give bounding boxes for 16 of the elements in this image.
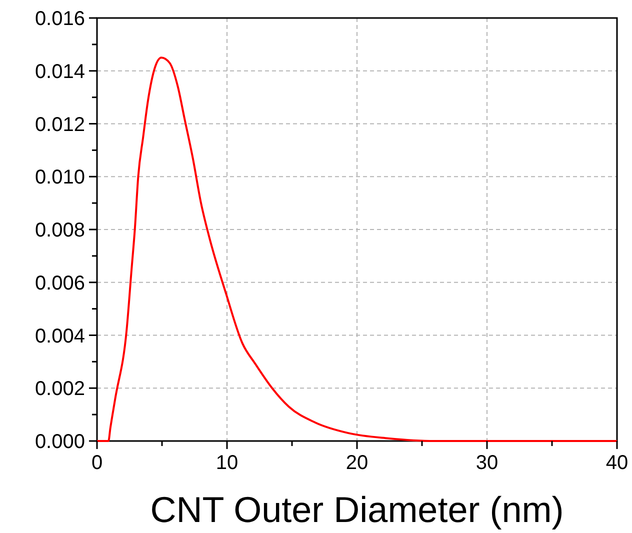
y-tick-label: 0.008 (34, 220, 85, 242)
x-tick-label: 10 (216, 452, 238, 474)
y-tick-label: 0.016 (34, 8, 85, 30)
y-tick-label: 0.000 (34, 431, 85, 453)
x-tick-label: 20 (346, 452, 368, 474)
y-tick-label: 0.010 (34, 166, 85, 189)
x-tick-label: 40 (606, 452, 628, 474)
y-tick-label: 0.006 (34, 272, 85, 294)
x-tick-label: 30 (476, 452, 498, 474)
x-tick-label: 0 (91, 452, 103, 474)
y-tick-label: 0.002 (34, 378, 85, 400)
y-tick-label: 0.014 (34, 60, 85, 83)
line-series (96, 56, 618, 442)
x-axis-title: CNT Outer Diameter (nm) (150, 489, 564, 530)
y-tick-label: 0.012 (34, 114, 85, 136)
y-tick-label: 0.004 (34, 325, 85, 348)
